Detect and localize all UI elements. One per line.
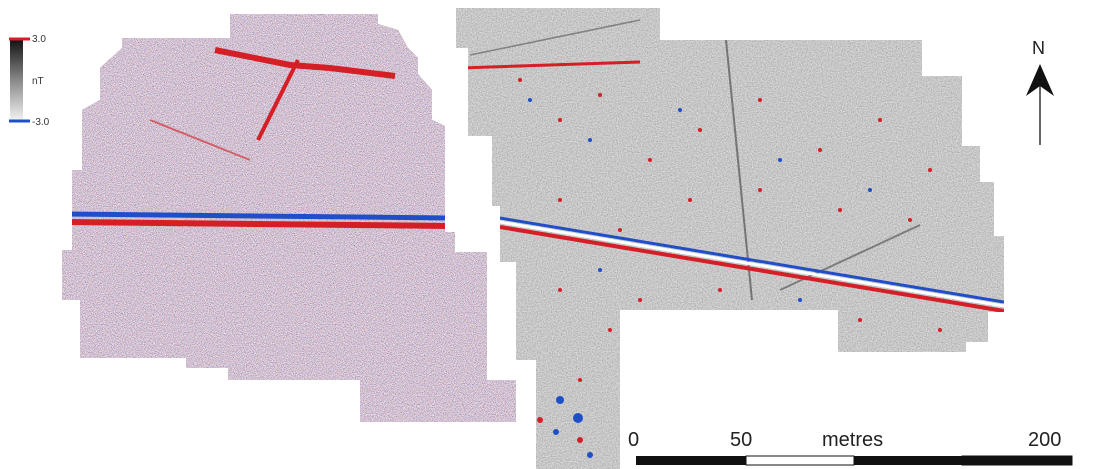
anomaly-linear-diagonal bbox=[256, 59, 300, 141]
scale-segment-4-fill bbox=[962, 456, 1072, 465]
north-label: N bbox=[1032, 38, 1045, 58]
scale-segment-3 bbox=[854, 456, 962, 465]
anomaly-linear-faint bbox=[149, 119, 251, 161]
legend-min-label: -3.0 bbox=[32, 117, 50, 128]
scale-tick-50: 50 bbox=[730, 429, 752, 451]
scale-bar: 0 50 metres 200 bbox=[628, 429, 1073, 466]
scale-segment-2 bbox=[745, 455, 855, 466]
anomaly-linear-top-right bbox=[459, 60, 641, 70]
north-arrow-icon bbox=[1026, 64, 1054, 96]
scale-tick-0: 0 bbox=[628, 429, 639, 451]
survey-block-left bbox=[62, 14, 516, 422]
legend-unit-label: nT bbox=[32, 76, 44, 87]
north-arrow: N bbox=[1026, 38, 1054, 145]
anomaly-linear-diagonal-negative bbox=[499, 216, 1004, 304]
legend-max-label: 3.0 bbox=[32, 34, 46, 45]
scale-unit-label: metres bbox=[822, 429, 883, 451]
anomaly-linear-diagonal-positive bbox=[499, 225, 1004, 313]
anomaly-linear-ew-left-positive bbox=[65, 219, 451, 229]
survey-block-right bbox=[456, 8, 1004, 469]
legend: 3.0 nT -3.0 bbox=[9, 34, 50, 128]
anomaly-linear-top-right-2 bbox=[469, 19, 641, 56]
anomaly-linear-ew-left bbox=[65, 211, 451, 221]
legend-colorbar bbox=[10, 39, 23, 121]
dipole-scatter bbox=[518, 78, 942, 443]
anomaly-linear-top bbox=[214, 47, 396, 79]
anomaly-linear-ns bbox=[725, 39, 753, 301]
scale-tick-200: 200 bbox=[1028, 429, 1061, 451]
scale-segment-1 bbox=[636, 456, 746, 465]
anomaly-linear-diagonal-white bbox=[499, 220, 1004, 308]
